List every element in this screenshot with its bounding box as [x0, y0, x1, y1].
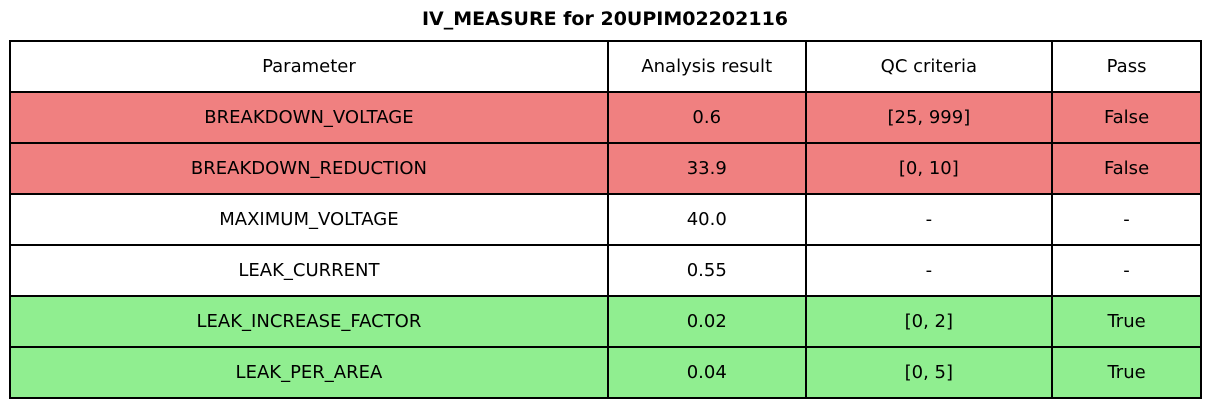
- cell-parameter: BREAKDOWN_REDUCTION: [9, 142, 609, 195]
- table-row: LEAK_CURRENT 0.55 - -: [9, 244, 1202, 297]
- cell-qc-criteria: [0, 10]: [804, 142, 1054, 195]
- header-cell-parameter: Parameter: [9, 40, 609, 93]
- header-row: Parameter Analysis result QC criteria Pa…: [9, 40, 1202, 93]
- table-row: BREAKDOWN_VOLTAGE 0.6 [25, 999] False: [9, 91, 1202, 144]
- table-row: BREAKDOWN_REDUCTION 33.9 [0, 10] False: [9, 142, 1202, 195]
- cell-parameter: MAXIMUM_VOLTAGE: [9, 193, 609, 246]
- cell-parameter: BREAKDOWN_VOLTAGE: [9, 91, 609, 144]
- header-cell-analysis-result: Analysis result: [606, 40, 807, 93]
- cell-pass: True: [1051, 346, 1202, 399]
- cell-pass: -: [1051, 244, 1202, 297]
- table-row: LEAK_INCREASE_FACTOR 0.02 [0, 2] True: [9, 295, 1202, 348]
- cell-analysis-result: 0.02: [606, 295, 807, 348]
- cell-parameter: LEAK_INCREASE_FACTOR: [9, 295, 609, 348]
- cell-qc-criteria: -: [804, 193, 1054, 246]
- cell-analysis-result: 0.04: [606, 346, 807, 399]
- cell-qc-criteria: [0, 2]: [804, 295, 1054, 348]
- table-header: Parameter Analysis result QC criteria Pa…: [9, 40, 1202, 93]
- cell-qc-criteria: [25, 999]: [804, 91, 1054, 144]
- table-body: BREAKDOWN_VOLTAGE 0.6 [25, 999] False BR…: [9, 91, 1202, 399]
- header-cell-qc-criteria: QC criteria: [804, 40, 1054, 93]
- cell-pass: False: [1051, 142, 1202, 195]
- cell-analysis-result: 33.9: [606, 142, 807, 195]
- cell-parameter: LEAK_CURRENT: [9, 244, 609, 297]
- cell-qc-criteria: [0, 5]: [804, 346, 1054, 399]
- cell-pass: False: [1051, 91, 1202, 144]
- cell-pass: True: [1051, 295, 1202, 348]
- cell-parameter: LEAK_PER_AREA: [9, 346, 609, 399]
- cell-analysis-result: 0.6: [606, 91, 807, 144]
- cell-pass: -: [1051, 193, 1202, 246]
- cell-qc-criteria: -: [804, 244, 1054, 297]
- table-row: MAXIMUM_VOLTAGE 40.0 - -: [9, 193, 1202, 246]
- figure-title: IV_MEASURE for 20UPIM02202116: [421, 8, 789, 30]
- header-cell-pass: Pass: [1051, 40, 1202, 93]
- cell-analysis-result: 40.0: [606, 193, 807, 246]
- cell-analysis-result: 0.55: [606, 244, 807, 297]
- qc-results-table: Parameter Analysis result QC criteria Pa…: [9, 40, 1202, 399]
- table-row: LEAK_PER_AREA 0.04 [0, 5] True: [9, 346, 1202, 399]
